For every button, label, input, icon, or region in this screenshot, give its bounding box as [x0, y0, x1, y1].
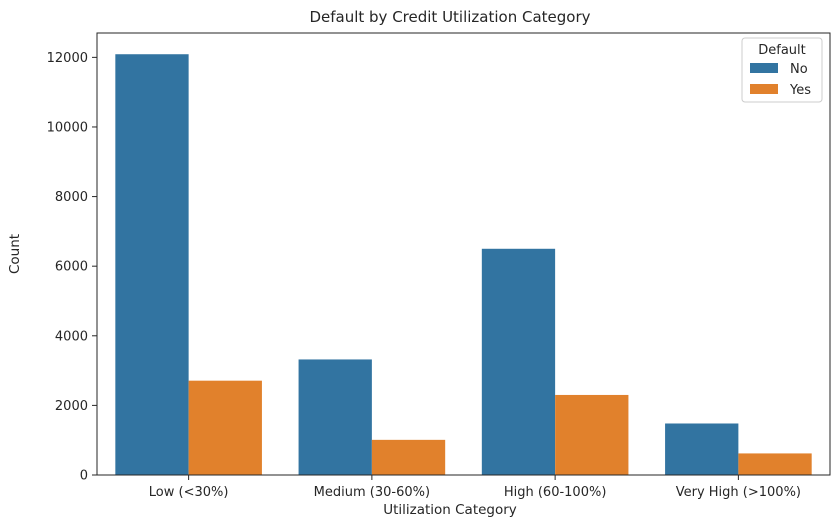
y-tick-label: 12000 — [47, 51, 88, 66]
y-tick-label: 2000 — [55, 399, 88, 414]
y-tick-label: 0 — [80, 469, 88, 484]
x-tick-label: Very High (>100%) — [676, 485, 801, 500]
y-tick-label: 6000 — [55, 260, 88, 275]
legend-swatch-no — [750, 63, 778, 73]
y-axis-title: Count — [7, 234, 23, 274]
legend-label-yes: Yes — [789, 83, 811, 98]
y-tick-label: 8000 — [55, 190, 88, 205]
bar-yes-2 — [555, 394, 629, 475]
x-tick-label: Medium (30-60%) — [314, 485, 430, 500]
y-tick-label: 4000 — [55, 329, 88, 344]
y-tick-label: 10000 — [47, 120, 88, 135]
legend-label-no: No — [790, 62, 808, 77]
x-tick-label: Low (<30%) — [149, 485, 229, 500]
x-axis-title: Utilization Category — [383, 502, 517, 518]
bars-group — [115, 54, 812, 475]
bar-no-1 — [298, 359, 372, 475]
x-tick-label: High (60-100%) — [504, 485, 607, 500]
x-axis: Low (<30%) Medium (30-60%) High (60-100%) V… — [149, 475, 801, 500]
chart-title: Default by Credit Utilization Category — [309, 8, 590, 26]
bar-yes-3 — [738, 453, 812, 475]
bar-no-0 — [115, 54, 189, 475]
bar-yes-1 — [371, 439, 446, 475]
legend-title: Default — [758, 43, 806, 58]
y-axis: 0 2000 4000 6000 8000 10000 12000 — [47, 51, 97, 484]
legend-swatch-yes — [750, 84, 778, 94]
bar-yes-0 — [188, 380, 262, 475]
bar-no-2 — [481, 248, 556, 475]
plot-frame — [96, 32, 831, 476]
bar-no-3 — [665, 423, 739, 475]
legend: Default No Yes — [741, 37, 823, 103]
